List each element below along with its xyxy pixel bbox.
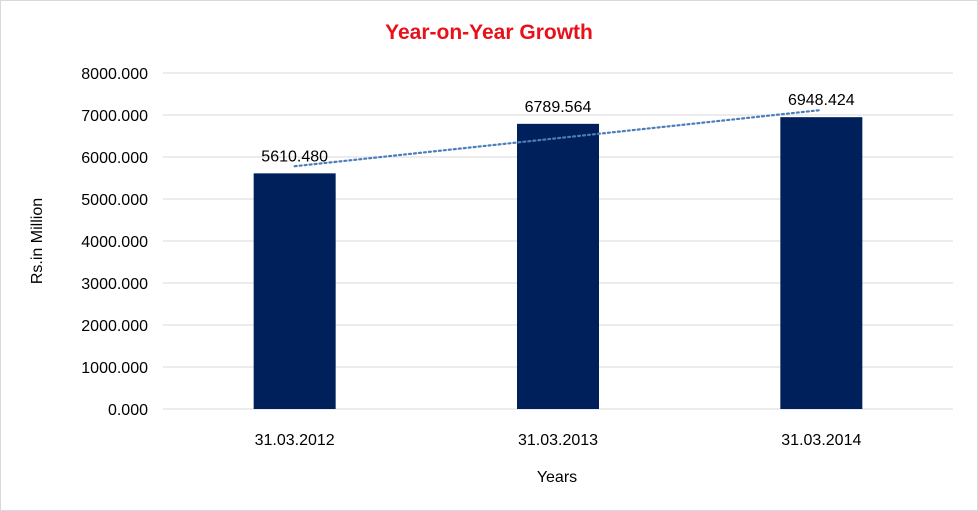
- y-tick-label: 4000.000: [81, 234, 148, 251]
- y-tick-label: 1000.000: [81, 360, 148, 377]
- y-tick-label: 6000.000: [81, 150, 148, 167]
- data-label: 5610.480: [261, 148, 328, 165]
- trendline-group: [293, 108, 823, 168]
- x-tick-label: 31.03.2013: [518, 432, 598, 449]
- y-axis-ticks: 0.000 1000.000 2000.000 3000.000 4000.000 500…: [81, 66, 148, 419]
- trendline: [293, 108, 823, 168]
- x-tick-label: 31.03.2012: [255, 432, 335, 449]
- data-label: 6789.564: [525, 99, 592, 116]
- x-axis-label: Years: [537, 469, 577, 486]
- chart-title: Year-on-Year Growth: [385, 21, 593, 44]
- y-tick-label: 0.000: [108, 402, 148, 419]
- x-tick-label: 31.03.2014: [781, 432, 861, 449]
- y-tick-label: 7000.000: [81, 108, 148, 125]
- bar: [253, 173, 336, 409]
- data-labels: 5610.480 6789.564 6948.424: [261, 92, 855, 165]
- data-label: 6948.424: [788, 92, 855, 109]
- y-tick-label: 2000.000: [81, 318, 148, 335]
- bar: [780, 117, 863, 409]
- y-tick-label: 3000.000: [81, 276, 148, 293]
- bars: [253, 117, 863, 409]
- x-axis-ticks: 31.03.2012 31.03.2013 31.03.2014: [255, 432, 862, 449]
- bar: [517, 123, 599, 409]
- y-axis-label: Rs.in Million: [29, 198, 46, 284]
- y-tick-label: 5000.000: [81, 192, 148, 209]
- y-tick-label: 8000.000: [81, 66, 148, 83]
